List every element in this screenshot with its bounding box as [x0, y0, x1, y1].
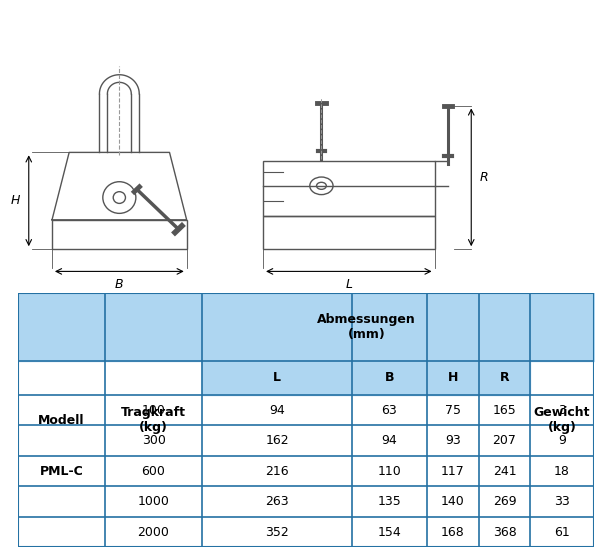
Text: 162: 162 [266, 434, 289, 447]
Text: PML-C: PML-C [40, 465, 83, 478]
Text: 9: 9 [558, 434, 566, 447]
Text: 269: 269 [493, 495, 517, 508]
Text: 63: 63 [381, 404, 397, 416]
Text: 100: 100 [141, 404, 165, 416]
Text: 117: 117 [441, 465, 465, 478]
Text: R: R [479, 171, 488, 184]
Text: 300: 300 [141, 434, 165, 447]
Text: 600: 600 [141, 465, 165, 478]
Text: 110: 110 [378, 465, 401, 478]
Text: H: H [10, 194, 20, 207]
Text: 135: 135 [378, 495, 401, 508]
Text: 2000: 2000 [138, 526, 170, 539]
Text: 93: 93 [445, 434, 461, 447]
Text: 18: 18 [554, 465, 570, 478]
Text: 61: 61 [554, 526, 570, 539]
Text: B: B [385, 372, 394, 384]
Text: 94: 94 [269, 404, 285, 416]
Bar [263, 161, 435, 216]
Text: 1000: 1000 [138, 495, 170, 508]
Text: 368: 368 [493, 526, 517, 539]
Text: 154: 154 [378, 526, 401, 539]
Text: B: B [115, 278, 124, 291]
Text: 263: 263 [266, 495, 289, 508]
Text: 168: 168 [441, 526, 465, 539]
Text: L: L [345, 278, 353, 291]
Text: 241: 241 [493, 465, 517, 478]
Text: 75: 75 [445, 404, 461, 416]
Text: Gewicht
(kg): Gewicht (kg) [534, 406, 590, 434]
Text: R: R [499, 372, 509, 384]
Text: 140: 140 [441, 495, 465, 508]
Text: Tragkraft
(kg): Tragkraft (kg) [121, 406, 186, 434]
Bar [52, 220, 187, 249]
Text: H: H [447, 372, 458, 384]
Text: Modell: Modell [39, 414, 84, 427]
Bar [263, 216, 435, 249]
Text: 216: 216 [266, 465, 289, 478]
Text: 33: 33 [554, 495, 570, 508]
Text: 3: 3 [558, 404, 566, 416]
Text: 165: 165 [493, 404, 517, 416]
Text: 352: 352 [266, 526, 289, 539]
Text: 94: 94 [381, 434, 397, 447]
Text: 207: 207 [493, 434, 517, 447]
Text: L: L [273, 372, 282, 384]
Text: Abmessungen
(mm): Abmessungen (mm) [317, 313, 416, 341]
